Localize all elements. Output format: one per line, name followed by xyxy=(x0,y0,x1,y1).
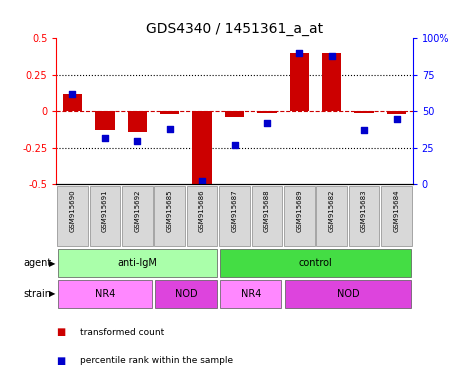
Point xyxy=(101,134,109,141)
FancyBboxPatch shape xyxy=(90,185,120,247)
Text: GSM915689: GSM915689 xyxy=(296,189,303,232)
Text: GSM915692: GSM915692 xyxy=(134,189,140,232)
Point xyxy=(360,127,368,133)
Point xyxy=(69,91,76,97)
FancyBboxPatch shape xyxy=(57,185,88,247)
Bar xyxy=(128,111,147,132)
Text: NR4: NR4 xyxy=(95,289,115,299)
Bar xyxy=(160,111,180,114)
Text: GSM915683: GSM915683 xyxy=(361,189,367,232)
Bar xyxy=(192,111,212,184)
FancyBboxPatch shape xyxy=(381,185,412,247)
Text: GSM915684: GSM915684 xyxy=(393,189,400,232)
Bar xyxy=(355,111,374,113)
FancyBboxPatch shape xyxy=(284,185,315,247)
Text: anti-IgM: anti-IgM xyxy=(117,258,157,268)
Point xyxy=(166,126,174,132)
Text: ▶: ▶ xyxy=(49,258,55,268)
FancyBboxPatch shape xyxy=(349,185,379,247)
Text: percentile rank within the sample: percentile rank within the sample xyxy=(80,356,233,366)
FancyBboxPatch shape xyxy=(58,249,217,277)
Bar xyxy=(257,111,277,113)
Text: GSM915686: GSM915686 xyxy=(199,189,205,232)
Title: GDS4340 / 1451361_a_at: GDS4340 / 1451361_a_at xyxy=(146,22,323,36)
Text: strain: strain xyxy=(23,289,52,299)
Bar xyxy=(95,111,114,130)
Text: ▶: ▶ xyxy=(49,289,55,298)
Bar xyxy=(387,111,406,114)
Point xyxy=(263,120,271,126)
FancyBboxPatch shape xyxy=(317,185,347,247)
FancyBboxPatch shape xyxy=(252,185,282,247)
Bar xyxy=(322,53,341,111)
FancyBboxPatch shape xyxy=(155,280,217,308)
Text: GSM915685: GSM915685 xyxy=(166,189,173,232)
Text: NOD: NOD xyxy=(174,289,197,299)
FancyBboxPatch shape xyxy=(219,185,250,247)
FancyBboxPatch shape xyxy=(58,280,152,308)
Point xyxy=(231,142,238,148)
FancyBboxPatch shape xyxy=(122,185,152,247)
Point xyxy=(295,50,303,56)
FancyBboxPatch shape xyxy=(285,280,411,308)
FancyBboxPatch shape xyxy=(187,185,217,247)
Point xyxy=(393,116,400,122)
Text: GSM915687: GSM915687 xyxy=(232,189,237,232)
Text: GSM915690: GSM915690 xyxy=(69,189,76,232)
FancyBboxPatch shape xyxy=(220,249,411,277)
Bar xyxy=(225,111,244,117)
Text: agent: agent xyxy=(23,258,52,268)
Point xyxy=(134,137,141,144)
Text: control: control xyxy=(299,258,333,268)
FancyBboxPatch shape xyxy=(154,185,185,247)
Text: NR4: NR4 xyxy=(241,289,261,299)
Bar xyxy=(289,53,309,111)
Text: GSM915682: GSM915682 xyxy=(329,189,335,232)
Text: transformed count: transformed count xyxy=(80,328,164,337)
Point xyxy=(198,178,206,184)
Text: NOD: NOD xyxy=(337,289,359,299)
Text: GSM915688: GSM915688 xyxy=(264,189,270,232)
FancyBboxPatch shape xyxy=(220,280,281,308)
Text: ■: ■ xyxy=(56,327,66,337)
Bar xyxy=(63,94,82,111)
Text: ■: ■ xyxy=(56,356,66,366)
Point xyxy=(328,53,335,59)
Text: GSM915691: GSM915691 xyxy=(102,189,108,232)
